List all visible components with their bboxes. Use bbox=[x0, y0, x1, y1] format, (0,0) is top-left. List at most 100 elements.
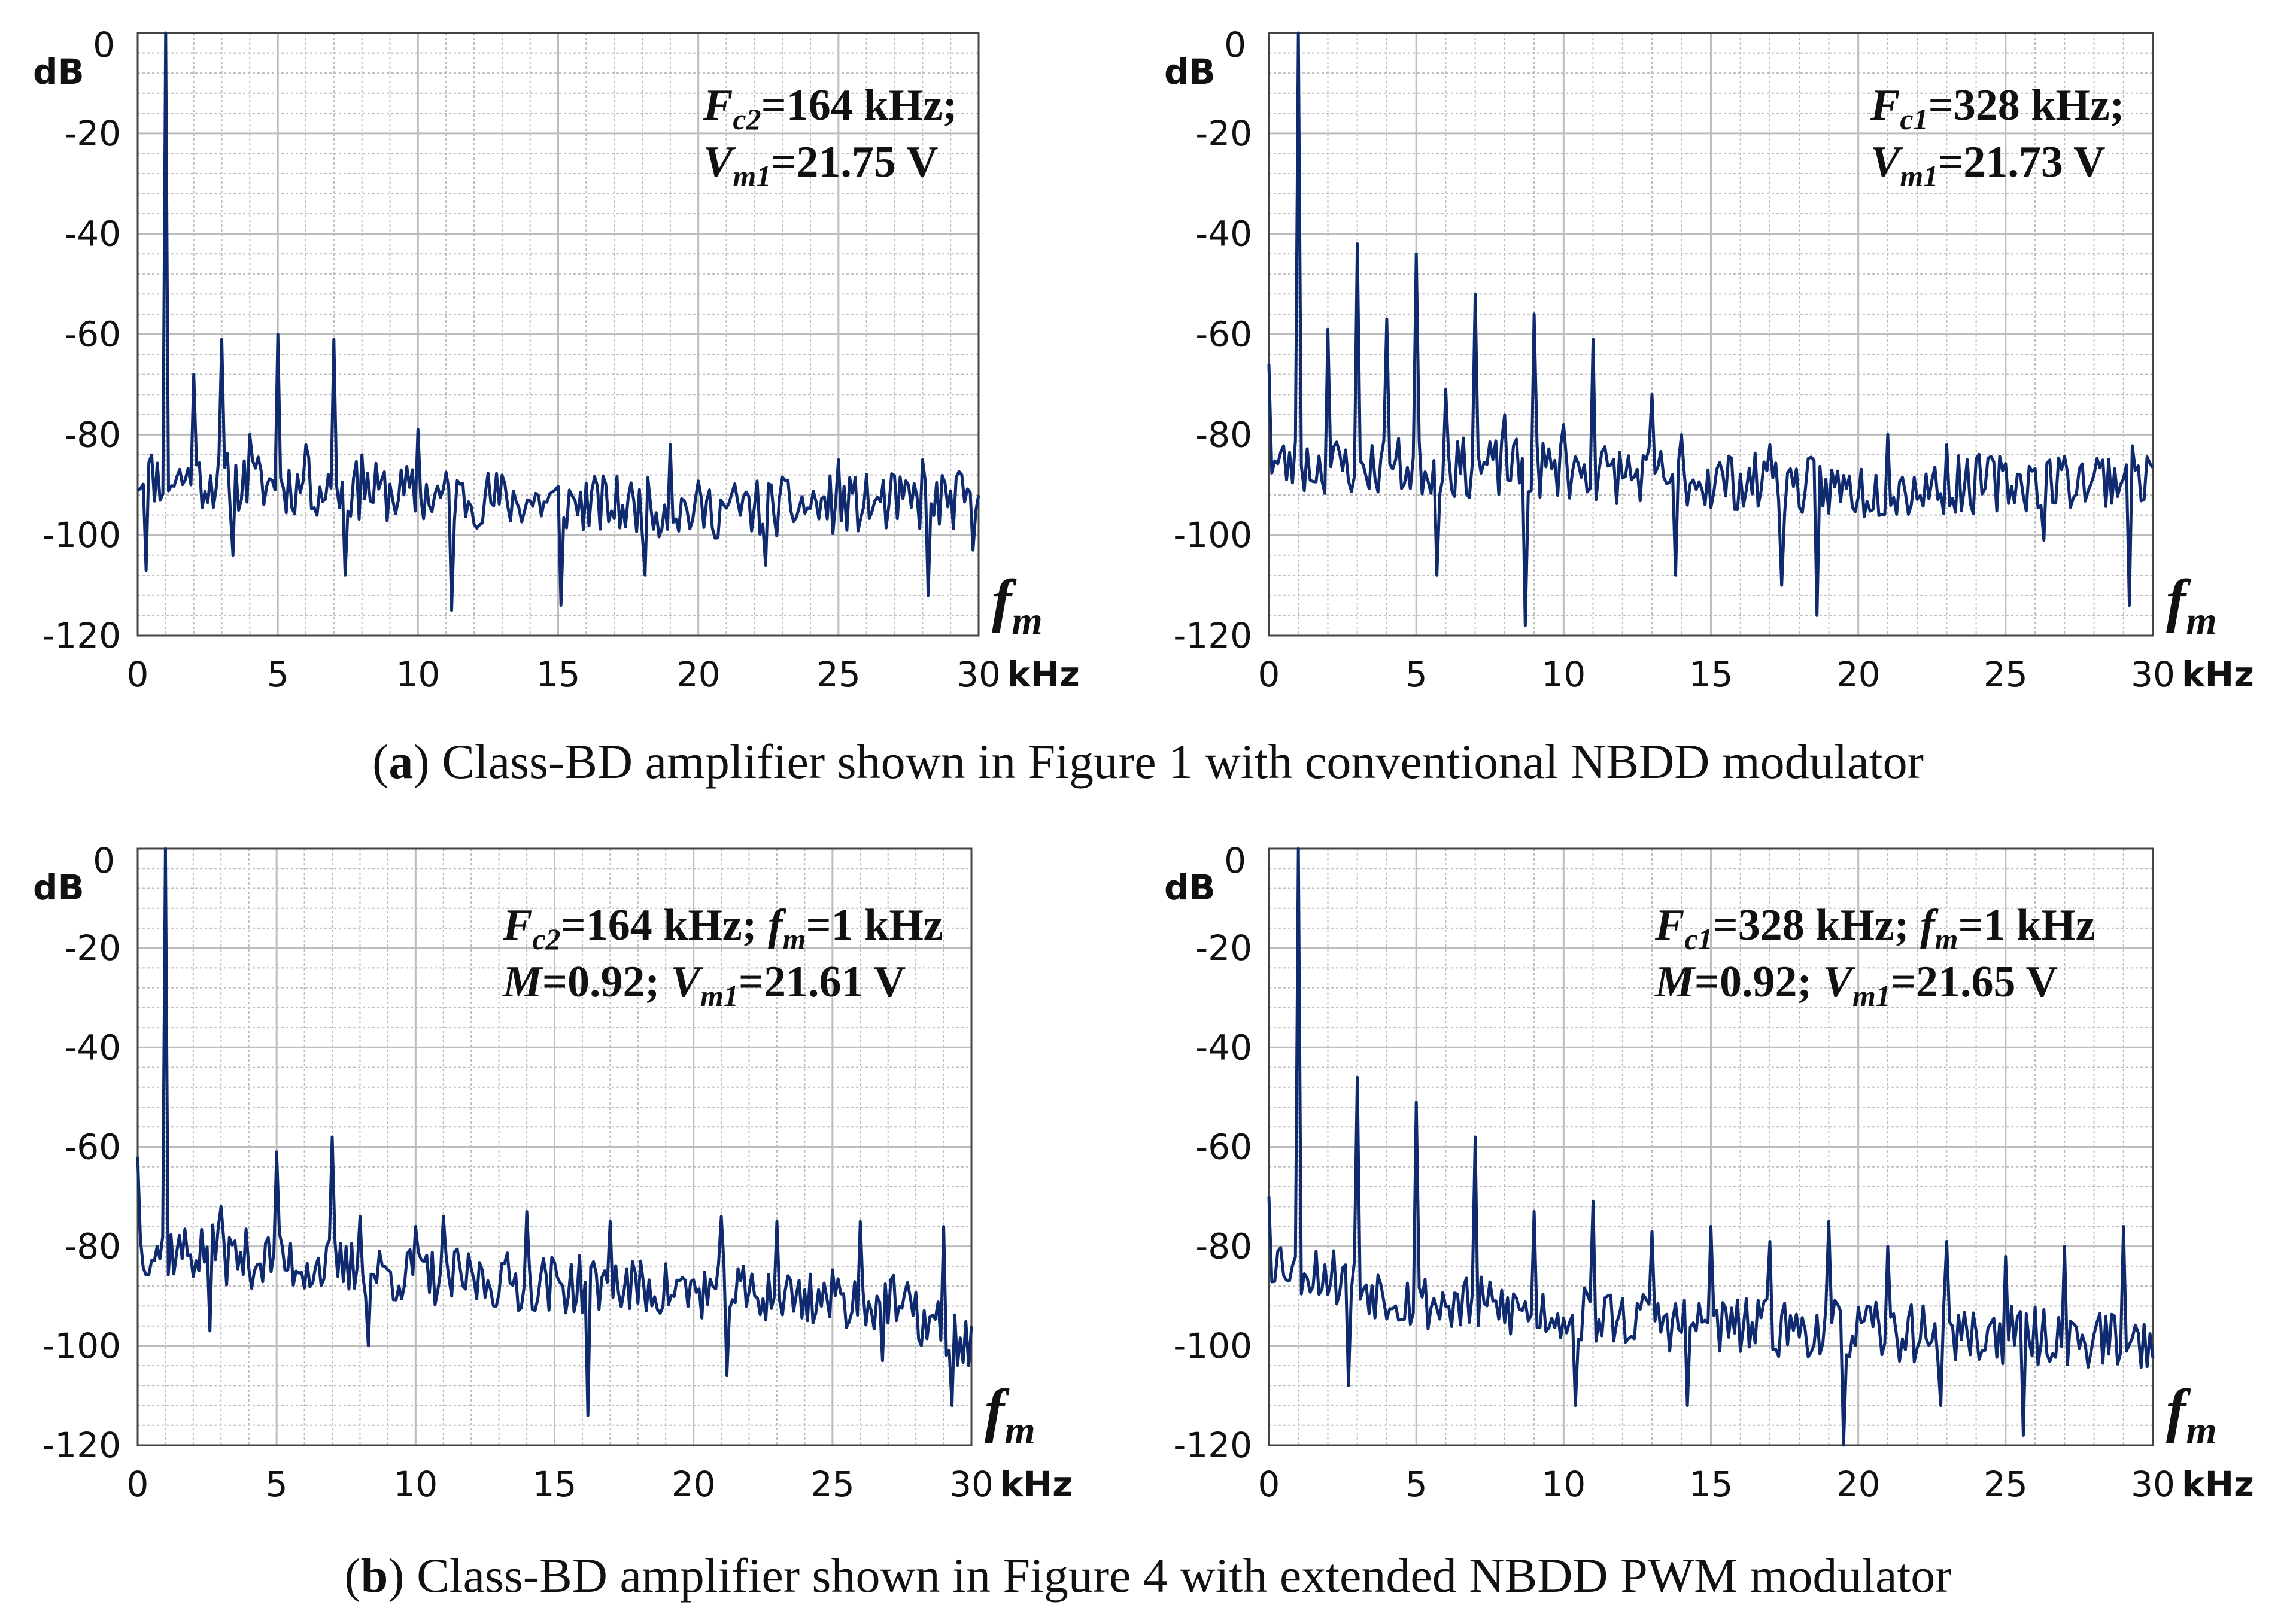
spectral-peak bbox=[333, 338, 335, 341]
spectral-peak bbox=[1326, 328, 1329, 330]
axis-variable-fm: fm bbox=[985, 1377, 1035, 1452]
x-tick-label: 20 bbox=[672, 1464, 716, 1504]
y-tick-label: -120 bbox=[1173, 615, 1252, 656]
x-tick-label: 15 bbox=[536, 654, 581, 695]
spectral-peak bbox=[1887, 1245, 1889, 1248]
y-tick-label: -20 bbox=[1195, 928, 1252, 968]
y-tick-label: -60 bbox=[1195, 1127, 1252, 1168]
spectral-peak bbox=[1710, 1225, 1712, 1227]
y-tick-label: -120 bbox=[42, 615, 121, 656]
spectral-peak bbox=[2005, 1255, 2007, 1257]
spectral-peak bbox=[921, 458, 924, 461]
spectral-peak bbox=[1415, 1101, 1417, 1104]
annotation-line: Fc1=328 kHz; bbox=[1870, 81, 2124, 136]
caption-b-text: ) Class-BD amplifier shown in Figure 4 w… bbox=[388, 1548, 1951, 1603]
x-tick-label: 30 bbox=[956, 654, 1001, 695]
spectral-peak bbox=[2063, 1245, 2066, 1248]
spectral-peak bbox=[417, 428, 419, 431]
annotation-line: Vm1=21.73 V bbox=[1870, 138, 2106, 193]
spectral-peak bbox=[1386, 318, 1388, 320]
y-tick-label: -120 bbox=[42, 1425, 121, 1466]
y-tick-label: -60 bbox=[64, 1127, 121, 1168]
spectral-peak bbox=[1651, 1230, 1653, 1233]
spectral-peak bbox=[1945, 443, 1948, 446]
y-tick-label: -80 bbox=[64, 1226, 121, 1267]
spectral-peak bbox=[609, 1220, 611, 1223]
spectral-peak bbox=[221, 338, 223, 341]
annotation-line: Fc1=328 kHz; fm=1 kHz bbox=[1654, 901, 2095, 956]
y-tick-label: -120 bbox=[1173, 1425, 1252, 1466]
axis-variable-fm: fm bbox=[2166, 1377, 2217, 1452]
spectral-peak bbox=[414, 1225, 417, 1227]
x-tick-label: 15 bbox=[1689, 654, 1733, 695]
spectral-peak bbox=[1533, 1211, 1535, 1213]
spectral-peak bbox=[164, 847, 166, 850]
spectral-peak bbox=[1474, 1136, 1477, 1138]
x-tick-label: 25 bbox=[1984, 654, 2028, 695]
y-tick-label: -100 bbox=[1173, 1326, 1252, 1366]
spectral-peak bbox=[1887, 433, 1889, 436]
y-tick-label: 0 bbox=[1224, 25, 1246, 65]
spectral-peak bbox=[361, 454, 363, 456]
spectral-peak bbox=[1592, 338, 1595, 341]
annotation-line: Fc2=164 kHz; bbox=[703, 81, 957, 136]
spectral-peak bbox=[442, 1215, 445, 1218]
spectral-peak bbox=[1268, 1196, 1270, 1198]
spectral-peak bbox=[669, 443, 672, 446]
y-tick-label: -80 bbox=[1195, 1226, 1252, 1267]
y-tick-label: -20 bbox=[64, 928, 121, 968]
plot-frame bbox=[136, 847, 973, 1446]
axis-variable-fm: fm bbox=[992, 567, 1043, 643]
spectral-peak bbox=[193, 373, 195, 376]
spectral-peak bbox=[859, 1220, 861, 1223]
y-tick-label: -100 bbox=[1173, 515, 1252, 555]
spectral-peak bbox=[220, 1205, 222, 1208]
spectral-peak bbox=[1827, 1220, 1830, 1223]
x-tick-label: 10 bbox=[1541, 1464, 1586, 1504]
x-tick-label: 25 bbox=[1984, 1464, 2028, 1504]
spectral-peak bbox=[359, 1215, 361, 1218]
x-tick-label: 5 bbox=[266, 1464, 288, 1504]
axis-variable-fm: fm bbox=[2166, 567, 2217, 643]
spectral-peak bbox=[275, 1151, 278, 1153]
spectral-peak bbox=[1945, 1240, 1948, 1242]
spectral-peak bbox=[837, 458, 840, 461]
spectral-peak bbox=[526, 1211, 528, 1213]
x-tick-label: 0 bbox=[1258, 654, 1280, 695]
caption-a: (a) Class-BD amplifier shown in Figure 1… bbox=[372, 734, 1924, 789]
caption-b: (b) Class-BD amplifier shown in Figure 4… bbox=[344, 1548, 1951, 1603]
caption-b-label: b bbox=[361, 1548, 388, 1603]
spectral-peak bbox=[1474, 293, 1477, 295]
spectral-peak bbox=[1680, 433, 1682, 436]
y-tick-label: -100 bbox=[42, 1326, 121, 1366]
spectral-peak bbox=[1415, 253, 1417, 255]
x-axis-unit: kHz bbox=[2182, 1464, 2254, 1504]
y-axis-label: dB bbox=[1164, 51, 1216, 92]
plot-frame bbox=[1268, 847, 2154, 1446]
y-axis-label: dB bbox=[1164, 867, 1216, 908]
y-tick-label: -40 bbox=[64, 1027, 121, 1068]
spectral-peak bbox=[1297, 847, 1299, 850]
x-tick-label: 20 bbox=[1836, 654, 1881, 695]
y-tick-label: -60 bbox=[64, 314, 121, 355]
y-tick-label: -40 bbox=[64, 214, 121, 254]
annotation-line: M=0.92; Vm1=21.61 V bbox=[502, 958, 906, 1013]
x-tick-label: 10 bbox=[396, 654, 440, 695]
x-tick-label: 20 bbox=[1836, 1464, 1881, 1504]
x-tick-label: 30 bbox=[2131, 654, 2175, 695]
spectral-peak bbox=[136, 1156, 139, 1158]
spectral-peak bbox=[1651, 393, 1653, 396]
spectral-peak bbox=[1444, 388, 1447, 391]
x-tick-label: 10 bbox=[393, 1464, 438, 1504]
x-tick-label: 5 bbox=[267, 654, 289, 695]
x-tick-label: 30 bbox=[949, 1464, 994, 1504]
annotation-line: Vm1=21.75 V bbox=[703, 138, 939, 193]
x-tick-label: 5 bbox=[1405, 1464, 1428, 1504]
spectral-peak bbox=[248, 433, 251, 436]
x-tick-label: 25 bbox=[810, 1464, 855, 1504]
spectral-peak bbox=[277, 333, 279, 335]
y-axis-label: dB bbox=[33, 51, 84, 92]
